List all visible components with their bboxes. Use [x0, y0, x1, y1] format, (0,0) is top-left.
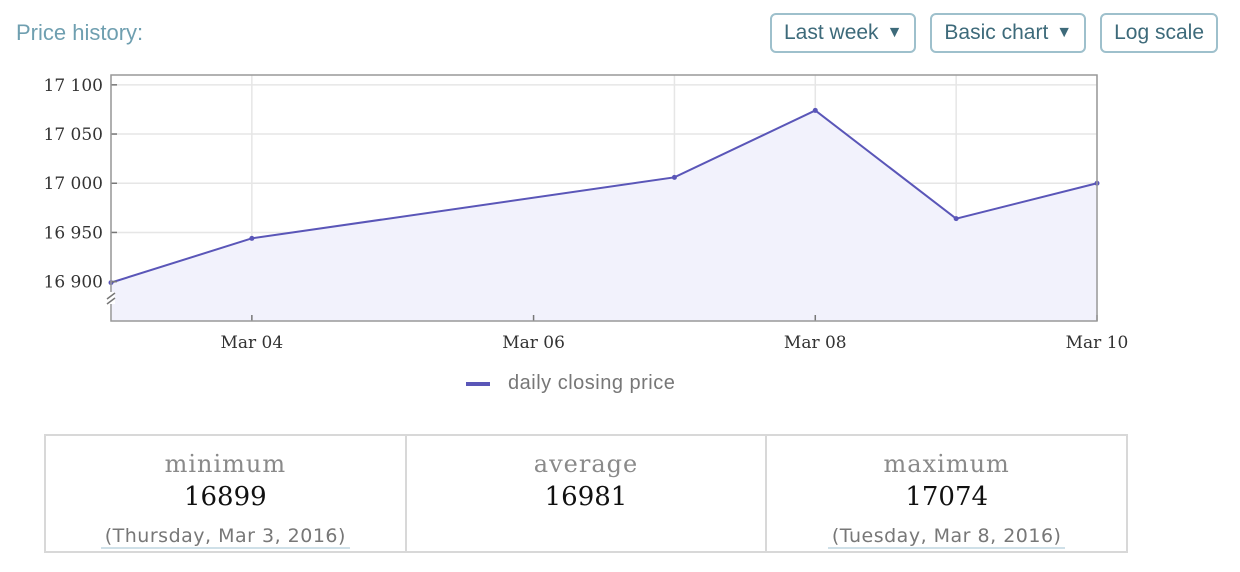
stats-table: minimum 16899 (Thursday, Mar 3, 2016) av…	[44, 434, 1128, 553]
stat-minimum: minimum 16899 (Thursday, Mar 3, 2016)	[46, 436, 407, 551]
legend-label: daily closing price	[508, 372, 676, 394]
page-title: Price history:	[16, 20, 144, 45]
data-point	[671, 174, 677, 180]
stat-minimum-value: 16899	[183, 482, 267, 512]
chart-plot	[108, 107, 1100, 321]
chart-axes: 16 900 16 950 17 000 17 050 17 100 Mar 04 Mar …	[44, 74, 1129, 353]
y-tick-label: 17 050	[44, 125, 103, 145]
stat-maximum-date: (Tuesday, Mar 8, 2016)	[827, 525, 1066, 549]
plot-frame	[110, 74, 1098, 322]
y-tick-label: 17 100	[44, 76, 103, 96]
series-line	[110, 109, 1098, 284]
chart-type-dropdown[interactable]: Basic chart ▼	[930, 13, 1087, 53]
chart-controls: Last week ▼ Basic chart ▼ Log scale	[770, 13, 1219, 53]
range-label: Last week	[784, 21, 879, 44]
series-area	[111, 110, 1097, 321]
chart-type-label: Basic chart	[944, 21, 1049, 44]
data-point	[249, 235, 255, 241]
stat-maximum-date-wrap: (Tuesday, Mar 8, 2016)	[767, 525, 1126, 549]
stat-maximum-label: maximum	[883, 450, 1010, 478]
chart-legend: daily closing price	[466, 372, 675, 395]
x-tick-label: Mar 10	[1066, 333, 1129, 353]
stat-minimum-date: (Thursday, Mar 3, 2016)	[100, 525, 350, 549]
axis-break-gap	[107, 292, 115, 304]
y-tick-label: 16 900	[44, 273, 103, 293]
y-tick-label: 17 000	[44, 174, 103, 194]
stat-average: average 16981	[407, 436, 768, 551]
data-point	[812, 107, 818, 113]
legend-line-swatch	[466, 381, 490, 386]
log-scale-button[interactable]: Log scale	[1100, 13, 1219, 53]
data-point	[953, 216, 959, 222]
x-tick-label: Mar 08	[784, 333, 847, 353]
log-scale-label: Log scale	[1114, 21, 1205, 44]
caret-down-icon: ▼	[886, 24, 903, 41]
caret-down-icon: ▼	[1056, 24, 1073, 41]
range-dropdown[interactable]: Last week ▼	[770, 13, 917, 53]
stat-maximum-value: 17074	[905, 482, 989, 512]
y-tick-label: 16 950	[44, 223, 103, 243]
stat-minimum-label: minimum	[164, 450, 287, 478]
stat-average-label: average	[533, 450, 639, 478]
price-chart: 16 900 16 950 17 000 17 050 17 100 Mar 04 Mar …	[44, 74, 1129, 353]
stat-minimum-date-wrap: (Thursday, Mar 3, 2016)	[46, 525, 405, 549]
x-tick-label: Mar 04	[220, 333, 283, 353]
x-tick-label: Mar 06	[502, 333, 565, 353]
stat-average-value: 16981	[544, 482, 628, 512]
stat-maximum: maximum 17074 (Tuesday, Mar 8, 2016)	[767, 436, 1126, 551]
axis-break-icon	[106, 292, 116, 305]
